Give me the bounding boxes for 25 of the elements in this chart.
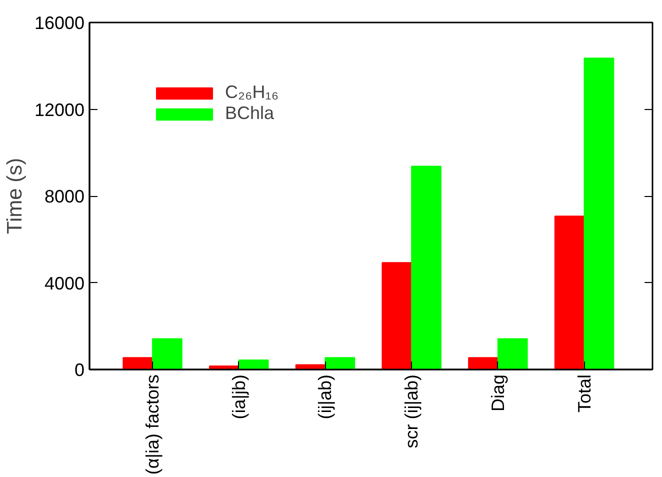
legend-label: BChla <box>225 103 274 124</box>
bar <box>324 357 356 370</box>
bar <box>122 357 154 370</box>
y-tick-label: 0 <box>74 360 85 380</box>
y-tick-label: 12000 <box>34 100 85 120</box>
y-axis-title: Time (s) <box>3 158 26 234</box>
bar <box>411 166 442 370</box>
y-tick-label: 8000 <box>44 186 85 206</box>
bar <box>497 338 528 370</box>
legend-label: C₂₆H₁₆ <box>225 82 279 103</box>
x-tick-label: Diag <box>488 374 508 412</box>
x-tick-label: scr (ij|ab) <box>402 374 422 448</box>
y-tick-label: 4000 <box>44 273 85 294</box>
bar <box>238 359 269 370</box>
bar <box>295 364 326 370</box>
x-tick-label: (ia|jb) <box>228 374 249 420</box>
bar <box>468 357 498 370</box>
bar <box>584 58 614 370</box>
x-tick-label: Total <box>574 374 594 413</box>
bar <box>382 262 412 370</box>
x-tick-label: (α|ia) factors <box>142 374 163 475</box>
y-tick-label: 16000 <box>34 13 85 33</box>
x-tick-label: (ij|ab) <box>315 374 336 420</box>
bar <box>554 216 585 370</box>
bar <box>152 338 182 370</box>
